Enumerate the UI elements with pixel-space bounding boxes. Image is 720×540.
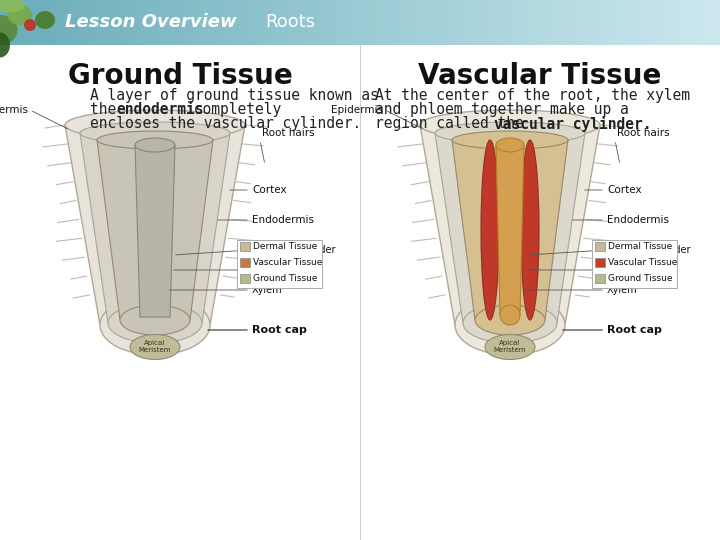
Ellipse shape: [0, 32, 10, 57]
Polygon shape: [65, 125, 245, 325]
Text: completely: completely: [185, 102, 282, 117]
Ellipse shape: [100, 295, 210, 355]
Text: vascular cylinder.: vascular cylinder.: [494, 116, 652, 132]
FancyBboxPatch shape: [595, 258, 605, 267]
FancyBboxPatch shape: [237, 240, 322, 288]
Text: Xylem: Xylem: [252, 285, 283, 295]
Ellipse shape: [108, 303, 202, 343]
FancyBboxPatch shape: [240, 258, 250, 267]
Text: Roots: Roots: [265, 13, 315, 31]
Polygon shape: [435, 133, 585, 323]
Ellipse shape: [97, 131, 213, 149]
Text: Dermal Tissue: Dermal Tissue: [608, 242, 672, 251]
Text: Vascular Tissue: Vascular Tissue: [253, 258, 323, 267]
Text: Xylem: Xylem: [607, 285, 638, 295]
Ellipse shape: [65, 110, 245, 140]
Text: Phloem: Phloem: [252, 265, 289, 275]
Text: Cortex: Cortex: [252, 185, 287, 195]
Polygon shape: [452, 140, 568, 320]
Ellipse shape: [24, 19, 36, 31]
Ellipse shape: [80, 122, 230, 144]
Text: encloses the vascular cylinder.: encloses the vascular cylinder.: [90, 116, 361, 131]
FancyBboxPatch shape: [240, 274, 250, 283]
Ellipse shape: [475, 305, 545, 335]
Text: Lesson Overview: Lesson Overview: [65, 13, 237, 31]
Ellipse shape: [485, 334, 535, 360]
Text: Apical
Meristem: Apical Meristem: [494, 341, 526, 354]
Text: Ground Tissue: Ground Tissue: [68, 62, 292, 90]
Text: Root hairs: Root hairs: [617, 128, 670, 138]
Polygon shape: [420, 125, 600, 325]
Text: Vascular cylinder: Vascular cylinder: [252, 245, 336, 255]
Ellipse shape: [496, 138, 524, 152]
Text: Ground Tissue: Ground Tissue: [253, 274, 318, 283]
Text: Ground Tissue: Ground Tissue: [608, 274, 672, 283]
Text: the: the: [90, 102, 125, 117]
Ellipse shape: [481, 140, 499, 320]
Polygon shape: [496, 145, 524, 315]
Text: A layer of ground tissue known as: A layer of ground tissue known as: [90, 88, 379, 103]
Ellipse shape: [35, 11, 55, 29]
Text: Phloem: Phloem: [607, 265, 644, 275]
Polygon shape: [97, 140, 213, 320]
Ellipse shape: [0, 0, 25, 12]
Ellipse shape: [500, 305, 520, 325]
Ellipse shape: [7, 5, 32, 25]
Text: At the center of the root, the xylem: At the center of the root, the xylem: [375, 88, 690, 103]
Text: Cortex: Cortex: [607, 185, 642, 195]
FancyBboxPatch shape: [595, 274, 605, 283]
FancyBboxPatch shape: [592, 240, 677, 288]
Text: endodermis: endodermis: [116, 102, 204, 117]
Text: Vascular cylinder: Vascular cylinder: [607, 245, 690, 255]
Ellipse shape: [0, 15, 17, 45]
Text: Root cap: Root cap: [607, 325, 662, 335]
Text: Root cap: Root cap: [252, 325, 307, 335]
Polygon shape: [135, 145, 175, 317]
Ellipse shape: [420, 110, 600, 140]
FancyBboxPatch shape: [0, 45, 720, 540]
Text: Epidermis: Epidermis: [0, 105, 28, 115]
FancyBboxPatch shape: [595, 242, 605, 251]
Ellipse shape: [521, 140, 539, 320]
Text: Endodermis: Endodermis: [607, 215, 669, 225]
Text: Apical
Meristem: Apical Meristem: [139, 341, 171, 354]
Ellipse shape: [463, 303, 557, 343]
Text: and phloem together make up a: and phloem together make up a: [375, 102, 629, 117]
Polygon shape: [80, 133, 230, 323]
Ellipse shape: [130, 334, 180, 360]
Ellipse shape: [120, 305, 190, 335]
Ellipse shape: [455, 295, 565, 355]
Text: region called the: region called the: [375, 116, 533, 131]
Text: Epidermis: Epidermis: [331, 105, 383, 115]
Text: Endodermis: Endodermis: [252, 215, 314, 225]
Ellipse shape: [452, 131, 568, 149]
Text: Dermal Tissue: Dermal Tissue: [253, 242, 318, 251]
Text: Root hairs: Root hairs: [262, 128, 315, 138]
Ellipse shape: [135, 138, 175, 152]
Text: Vascular Tissue: Vascular Tissue: [418, 62, 662, 90]
Ellipse shape: [435, 122, 585, 144]
Text: Vascular Tissue: Vascular Tissue: [608, 258, 678, 267]
FancyBboxPatch shape: [240, 242, 250, 251]
